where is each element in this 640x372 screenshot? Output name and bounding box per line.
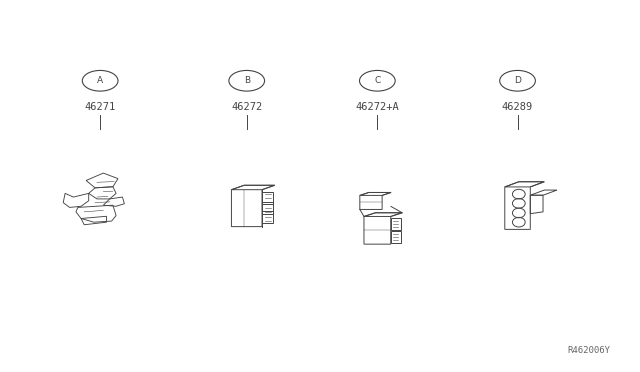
Text: C: C: [374, 76, 380, 85]
Text: B: B: [244, 76, 250, 85]
Text: 46271: 46271: [84, 102, 116, 112]
Text: 46272+A: 46272+A: [355, 102, 399, 112]
Text: A: A: [97, 76, 103, 85]
Text: 46272: 46272: [231, 102, 262, 112]
Text: R462006Y: R462006Y: [567, 346, 610, 355]
Text: 46289: 46289: [502, 102, 533, 112]
Text: D: D: [514, 76, 521, 85]
